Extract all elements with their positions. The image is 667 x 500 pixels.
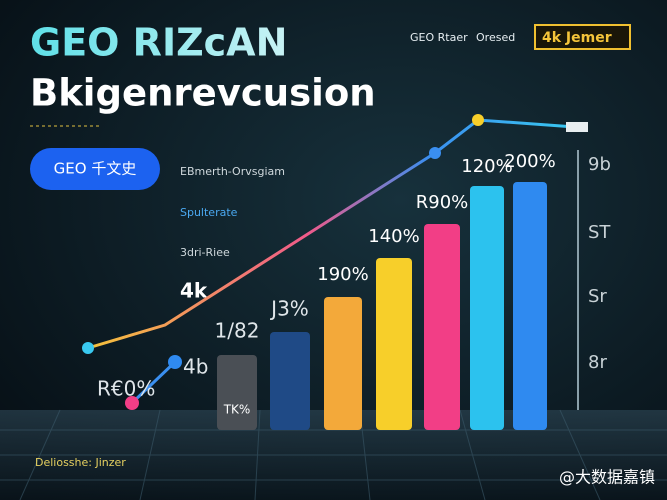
button[interactable] (30, 148, 160, 190)
axis-label: 9b (588, 154, 611, 175)
axis-label: 8r (588, 352, 607, 373)
side-label: 4k (180, 279, 208, 303)
subtitle: Bkigenrevcusion (30, 72, 376, 115)
title: GEO RIZcAN (30, 21, 287, 65)
bar-label: R90% (416, 192, 469, 213)
point (472, 114, 484, 126)
bar (217, 355, 257, 430)
bar (270, 332, 310, 430)
point (168, 355, 182, 369)
trend-line (130, 360, 177, 405)
side-label: EBmerth-Orvsgiam (180, 165, 285, 178)
bar (513, 182, 547, 430)
point (429, 147, 441, 159)
bar (324, 297, 362, 430)
nav-item[interactable]: Oresed (476, 31, 515, 44)
badge[interactable]: 4k Jemer (542, 30, 612, 46)
bar-label: 200% (504, 151, 555, 172)
point (125, 396, 139, 410)
button-label[interactable]: GEO 千文史 (54, 160, 137, 178)
bar-label: 140% (368, 226, 419, 247)
bar (376, 258, 412, 430)
side-label: Spulterate (180, 206, 238, 219)
line-end (566, 122, 588, 132)
chart-label: 4b (183, 355, 208, 379)
bar (424, 224, 460, 430)
footer: Deliosshe: Jinzer (35, 456, 126, 469)
side-label: 3dri-Riee (180, 246, 230, 259)
bar-label: 120% (461, 156, 512, 177)
watermark: @大数据嘉镇 (559, 468, 655, 487)
point (82, 342, 94, 354)
chart-label: R€0% (97, 377, 155, 401)
bar-label: 190% (317, 264, 368, 285)
bar-caption: TK% (223, 403, 251, 417)
bar-label: J3% (269, 297, 309, 321)
axis-label: ST (588, 222, 611, 243)
bar-label: 1/82 (215, 319, 260, 343)
axis-label: Sr (588, 286, 607, 307)
bar (470, 186, 504, 430)
badge-box[interactable] (534, 24, 631, 50)
nav-item[interactable]: GEO Rtaer (410, 31, 468, 44)
bars (217, 182, 547, 430)
